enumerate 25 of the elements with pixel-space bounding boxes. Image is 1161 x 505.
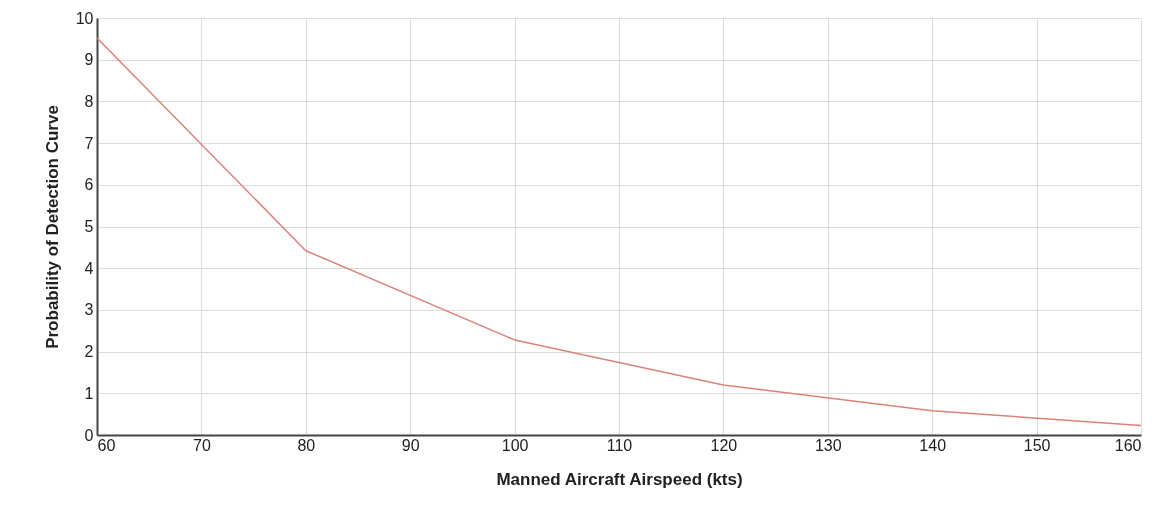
y-tick-label: 6 [84,176,94,194]
x-tick-label: 150 [1023,436,1051,454]
y-axis-title: Probability of Detection Curve [42,105,62,349]
x-tick-label: 60 [97,436,116,454]
x-axis-title: Manned Aircraft Airspeed (kts) [496,469,743,489]
x-tick-label: 110 [606,436,633,454]
y-tick-label: 1 [84,384,94,402]
x-tick-label: 120 [710,436,738,454]
y-tick-label: 8 [84,92,94,110]
y-tick-label: 5 [84,218,94,235]
x-tick-label: 130 [814,436,842,454]
y-tick-label: 4 [84,259,94,277]
x-tick-label: 80 [297,436,316,454]
line-series [96,37,1142,427]
x-tick-label: 100 [501,436,529,454]
x-tick-label: 140 [919,436,947,454]
y-tick-label: 9 [84,51,94,69]
x-tick-label: 90 [401,436,420,454]
y-tick-label: 7 [84,134,94,152]
x-tick-label: 70 [193,436,211,454]
x-tick-label: 160 [1114,436,1142,454]
y-tick-label: 10 [75,9,94,27]
y-tick-label: 3 [84,301,94,319]
y-tick-label: 0 [84,426,94,444]
y-tick-label: 2 [84,343,94,361]
